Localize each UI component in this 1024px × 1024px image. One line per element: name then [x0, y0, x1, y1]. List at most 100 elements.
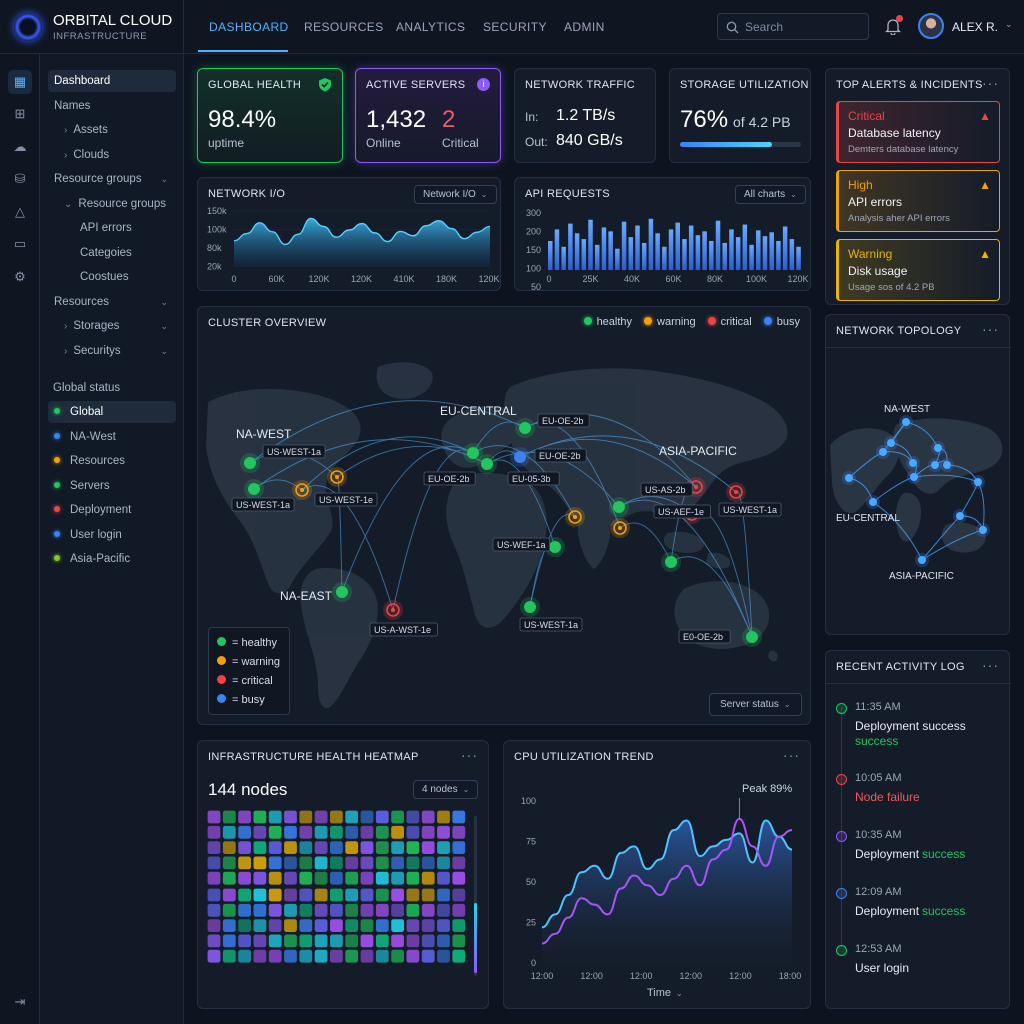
heatmap-cell[interactable]	[421, 903, 435, 917]
cluster-node[interactable]	[244, 457, 256, 469]
heatmap-cell[interactable]	[421, 810, 435, 824]
status-item[interactable]: Asia-Pacific	[48, 548, 176, 570]
heatmap-cell[interactable]	[314, 825, 328, 839]
heatmap-cell[interactable]	[238, 810, 251, 824]
global-health-card[interactable]: GLOBAL HEALTH 98.4% uptime	[197, 68, 343, 163]
heatmap-cell[interactable]	[314, 841, 328, 854]
heatmap-cell[interactable]	[406, 934, 420, 948]
heatmap-cell[interactable]	[207, 888, 221, 902]
heatmap-cell[interactable]	[452, 825, 466, 839]
heatmap-cell[interactable]	[345, 949, 359, 963]
heatmap-cell[interactable]	[391, 888, 405, 902]
heatmap-cell[interactable]	[207, 949, 221, 963]
heatmap-cell[interactable]	[329, 934, 343, 948]
heatmap-cell[interactable]	[268, 810, 282, 824]
heatmap-cell[interactable]	[207, 934, 221, 948]
heatmap-cell[interactable]	[284, 810, 297, 824]
heatmap-cell[interactable]	[360, 856, 374, 870]
heatmap-cell[interactable]	[437, 856, 450, 870]
nodes-dropdown[interactable]: 4 nodes ⌄	[413, 780, 479, 799]
cluster-node[interactable]	[729, 485, 743, 499]
heatmap-cell[interactable]	[375, 841, 389, 854]
heatmap-cell[interactable]	[391, 903, 405, 917]
active-servers-card[interactable]: ACTIVE SERVERS i 1,432 2 Online Critical	[355, 68, 501, 163]
heatmap-cell[interactable]	[268, 888, 282, 902]
topology-node[interactable]	[979, 526, 987, 534]
storage-utilization-card[interactable]: STORAGE UTILIZATION 76% of 4.2 PB	[669, 68, 811, 163]
tab-dashboard[interactable]: DASHBOARD	[209, 20, 289, 34]
heatmap-cell[interactable]	[238, 841, 251, 854]
cluster-node[interactable]	[295, 483, 309, 497]
heatmap-cell[interactable]	[284, 856, 297, 870]
heatmap-cell[interactable]	[391, 934, 405, 948]
heatmap-cell[interactable]	[375, 949, 389, 963]
topology-node[interactable]	[934, 444, 942, 452]
heatmap-cell[interactable]	[284, 949, 297, 963]
heatmap-cell[interactable]	[375, 810, 389, 824]
heatmap-cell[interactable]	[253, 949, 267, 963]
heatmap-cell[interactable]	[238, 888, 251, 902]
tab-resources[interactable]: RESOURCES	[304, 20, 384, 34]
heatmap-cell[interactable]	[268, 856, 282, 870]
heatmap-cell[interactable]	[437, 810, 450, 824]
heatmap-cell[interactable]	[437, 841, 450, 854]
heatmap-cell[interactable]	[452, 888, 466, 902]
heatmap-cell[interactable]	[314, 871, 328, 885]
heatmap-cell[interactable]	[375, 919, 389, 933]
heatmap-cell[interactable]	[329, 825, 343, 839]
topology-node[interactable]	[879, 448, 887, 456]
heatmap-cell[interactable]	[360, 903, 374, 917]
cluster-node[interactable]	[568, 510, 582, 524]
topology-node[interactable]	[869, 498, 877, 506]
sidebar-item[interactable]: Categoies	[48, 242, 176, 264]
heatmap-cell[interactable]	[268, 949, 282, 963]
heatmap-cell[interactable]	[360, 888, 374, 902]
heatmap-cell[interactable]	[284, 903, 297, 917]
heatmap-cell[interactable]	[329, 949, 343, 963]
heatmap-cell[interactable]	[314, 919, 328, 933]
heatmap-cell[interactable]	[222, 919, 236, 933]
legend-item[interactable]: busy	[763, 316, 800, 328]
heatmap-cell[interactable]	[360, 949, 374, 963]
heatmap-cell[interactable]	[452, 810, 466, 824]
heatmap-cell[interactable]	[360, 919, 374, 933]
heatmap-cell[interactable]	[375, 871, 389, 885]
heatmap-cell[interactable]	[375, 903, 389, 917]
cluster-node[interactable]	[519, 422, 531, 434]
heatmap-cell[interactable]	[345, 871, 359, 885]
heatmap-cell[interactable]	[452, 856, 466, 870]
heatmap-cell[interactable]	[207, 825, 221, 839]
tab-admin[interactable]: ADMIN	[564, 20, 605, 34]
search-box[interactable]: Search	[717, 13, 869, 40]
heatmap-cell[interactable]	[299, 825, 313, 839]
heatmap-cell[interactable]	[406, 841, 420, 854]
chevron-down-icon[interactable]: ⌄	[1005, 19, 1013, 29]
heatmap-cell[interactable]	[452, 949, 466, 963]
legend-item[interactable]: warning	[644, 316, 696, 328]
heatmap-cell[interactable]	[329, 841, 343, 854]
grid-icon[interactable]: ⊞	[14, 106, 26, 121]
heatmap-cell[interactable]	[299, 934, 313, 948]
heatmap-cell[interactable]	[329, 871, 343, 885]
heatmap-cell[interactable]	[268, 934, 282, 948]
heatmap-cell[interactable]	[437, 919, 450, 933]
topology-node[interactable]	[943, 461, 951, 469]
heatmap-cell[interactable]	[284, 919, 297, 933]
database-icon[interactable]: ⛁	[14, 171, 26, 186]
heatmap-cell[interactable]	[452, 871, 466, 885]
heatmap-cell[interactable]	[391, 841, 405, 854]
alert-card[interactable]: Warning Disk usage Usage sos of 4.2 PB ▲	[836, 239, 1000, 301]
heatmap-cell[interactable]	[452, 919, 466, 933]
heatmap-cell[interactable]	[437, 825, 450, 839]
heatmap-cell[interactable]	[437, 934, 450, 948]
cluster-node[interactable]	[514, 451, 526, 463]
heatmap-cell[interactable]	[421, 856, 435, 870]
heatmap-cell[interactable]	[299, 856, 313, 870]
topology-node[interactable]	[887, 439, 895, 447]
heatmap-cell[interactable]	[345, 825, 359, 839]
heatmap-cell[interactable]	[421, 841, 435, 854]
sidebar-item[interactable]: Dashboard	[48, 70, 176, 92]
heatmap-cell[interactable]	[253, 825, 267, 839]
cluster-node[interactable]	[467, 447, 479, 459]
alert-card[interactable]: High API errors Analysis aher API errors ▲	[836, 170, 1000, 232]
